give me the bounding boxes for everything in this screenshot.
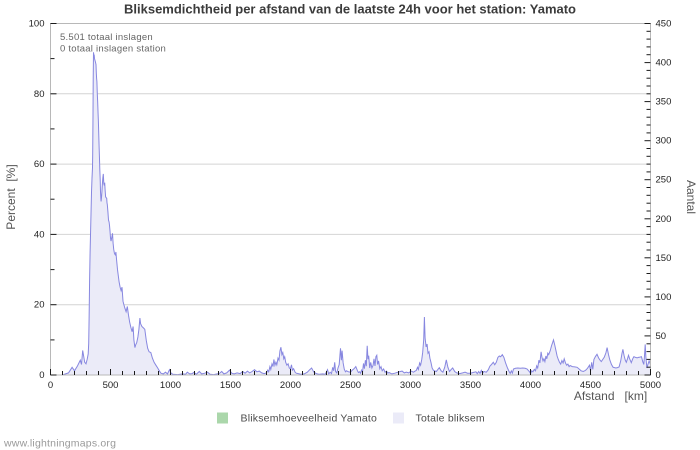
svg-text:3500: 3500 — [460, 380, 481, 391]
svg-text:Bliksemhoeveelheid Yamato: Bliksemhoeveelheid Yamato — [241, 413, 378, 425]
svg-text:1000: 1000 — [160, 380, 181, 391]
svg-text:150: 150 — [656, 253, 672, 264]
svg-text:4000: 4000 — [520, 380, 541, 391]
svg-text:50: 50 — [656, 331, 667, 342]
svg-text:Percent [%]: Percent [%] — [4, 164, 18, 229]
svg-text:5.501 totaal inslagen: 5.501 totaal inslagen — [60, 32, 153, 43]
svg-text:400: 400 — [656, 58, 672, 69]
svg-text:40: 40 — [34, 229, 45, 240]
svg-text:0 totaal inslagen station: 0 totaal inslagen station — [60, 44, 166, 55]
svg-text:0: 0 — [39, 370, 44, 381]
svg-text:500: 500 — [103, 380, 119, 391]
svg-text:200: 200 — [656, 214, 672, 225]
svg-text:2000: 2000 — [280, 380, 301, 391]
svg-text:5000: 5000 — [640, 380, 661, 391]
svg-text:100: 100 — [656, 292, 672, 303]
svg-text:0: 0 — [48, 380, 53, 391]
svg-text:Afstand [km]: Afstand [km] — [574, 389, 647, 403]
svg-text:350: 350 — [656, 97, 672, 108]
svg-text:2500: 2500 — [340, 380, 361, 391]
svg-text:4500: 4500 — [580, 380, 601, 391]
svg-text:0: 0 — [656, 370, 661, 381]
svg-text:www.lightningmaps.org: www.lightningmaps.org — [3, 438, 116, 450]
svg-text:Aantal: Aantal — [684, 180, 698, 214]
svg-text:Bliksemdichtheid per afstand v: Bliksemdichtheid per afstand van de laat… — [124, 2, 576, 17]
svg-text:80: 80 — [34, 89, 45, 100]
svg-text:60: 60 — [34, 159, 45, 170]
svg-text:450: 450 — [656, 19, 672, 30]
svg-text:100: 100 — [29, 19, 45, 30]
svg-text:1500: 1500 — [220, 380, 241, 391]
svg-text:250: 250 — [656, 175, 672, 186]
svg-text:Totale bliksem: Totale bliksem — [416, 413, 485, 425]
svg-text:3000: 3000 — [400, 380, 421, 391]
svg-text:20: 20 — [34, 300, 45, 311]
svg-text:300: 300 — [656, 136, 672, 147]
